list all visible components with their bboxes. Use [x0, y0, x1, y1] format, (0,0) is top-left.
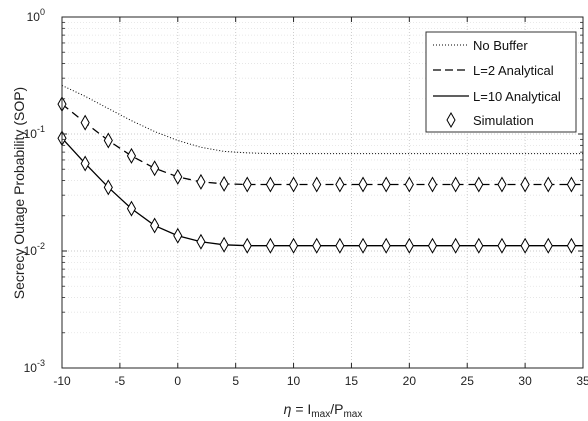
- x-tick-label: 20: [403, 374, 417, 388]
- x-tick-label: 10: [287, 374, 301, 388]
- y-tick-label: 10-3: [24, 358, 45, 375]
- simulation-marker: [335, 176, 345, 193]
- legend-label-l2: L=2 Analytical: [473, 63, 554, 78]
- simulation-marker: [312, 237, 322, 254]
- simulation-marker: [265, 237, 275, 254]
- y-tick-label: 10-2: [24, 241, 45, 258]
- simulation-marker: [150, 217, 160, 234]
- simulation-marker: [173, 227, 183, 244]
- simulation-marker: [288, 237, 299, 254]
- simulation-marker: [566, 237, 576, 254]
- simulation-marker: [358, 237, 368, 254]
- simulation-marker: [219, 236, 229, 253]
- x-tick-label: 5: [232, 374, 239, 388]
- simulation-marker: [474, 237, 484, 254]
- simulation-marker: [335, 237, 345, 254]
- legend-label-no-buffer: No Buffer: [473, 38, 528, 53]
- simulation-marker: [103, 179, 113, 196]
- y-axis-label: Secrecy Outage Probability (SOP): [11, 87, 27, 299]
- simulation-marker: [543, 176, 553, 193]
- x-tick-label: 25: [461, 374, 475, 388]
- x-axis-label: η = Imax/Pmax: [284, 401, 363, 420]
- legend: No Buffer L=2 Analytical L=10 Analytical…: [425, 31, 577, 133]
- plot-frame: [61, 16, 584, 369]
- x-label-eq: = I: [291, 401, 311, 417]
- series-line-1: [61, 103, 583, 186]
- x-label-sub1: max: [311, 409, 330, 420]
- series-line-0: [61, 84, 583, 155]
- simulation-marker: [520, 237, 530, 254]
- simulation-marker: [404, 176, 414, 193]
- simulation-marker: [242, 176, 252, 193]
- simulation-marker: [497, 237, 507, 254]
- y-tick-label: 100: [27, 7, 45, 24]
- x-tick-label: 0: [174, 374, 181, 388]
- simulation-marker: [451, 176, 461, 193]
- y-tick-labels: 100 10-1 10-2 10-3: [24, 7, 45, 375]
- x-tick-label: -5: [115, 374, 126, 388]
- simulation-marker: [381, 237, 391, 254]
- x-tick-label: 30: [518, 374, 532, 388]
- y-tick-label: 10-1: [24, 124, 45, 141]
- simulation-marker: [520, 176, 530, 193]
- simulation-marker: [196, 233, 206, 250]
- simulation-marker: [219, 175, 229, 192]
- simulation-marker: [451, 237, 461, 254]
- simulation-marker: [543, 237, 553, 254]
- simulation-marker: [196, 173, 206, 190]
- simulation-marker: [381, 176, 391, 193]
- simulation-marker: [80, 155, 90, 172]
- simulation-marker: [427, 237, 438, 254]
- simulation-marker: [474, 176, 484, 193]
- legend-label-l10: L=10 Analytical: [473, 89, 561, 104]
- simulation-marker: [566, 176, 576, 193]
- simulation-marker: [103, 132, 113, 149]
- simulation-marker: [173, 168, 183, 185]
- simulation-marker: [265, 176, 275, 193]
- x-tick-label: -10: [53, 374, 71, 388]
- simulation-marker: [126, 147, 137, 164]
- simulation-marker: [126, 200, 137, 217]
- x-label-slash: /P: [330, 401, 343, 417]
- axis-ticks: [61, 16, 584, 369]
- x-tick-label: 35: [576, 374, 588, 388]
- simulation-marker: [312, 176, 322, 193]
- x-label-sub2: max: [343, 409, 362, 420]
- simulation-marker: [404, 237, 414, 254]
- legend-label-simulation: Simulation: [473, 113, 534, 128]
- simulation-marker: [242, 237, 252, 254]
- simulation-marker: [427, 176, 438, 193]
- simulation-marker: [358, 176, 368, 193]
- x-tick-labels: -10 -5 0 5 10 15 20 25 30 35: [53, 374, 588, 388]
- simulation-marker: [497, 176, 507, 193]
- x-label-eta: η: [284, 401, 292, 417]
- simulation-marker: [150, 160, 160, 177]
- simulation-marker: [80, 114, 90, 131]
- simulation-marker: [288, 176, 299, 193]
- x-tick-label: 15: [345, 374, 359, 388]
- legend-swatch-simulation: [446, 111, 456, 129]
